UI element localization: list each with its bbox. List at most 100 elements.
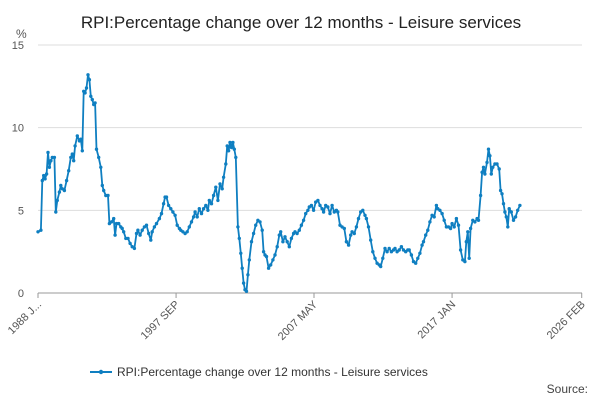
data-point[interactable] [87,78,92,82]
data-point[interactable] [316,198,320,203]
data-point[interactable] [464,240,468,244]
data-point[interactable] [440,211,444,216]
data-point[interactable] [466,230,470,234]
data-point[interactable] [277,233,281,237]
data-point[interactable] [100,183,105,188]
data-point[interactable] [279,230,283,234]
data-point[interactable] [407,248,411,252]
data-point[interactable] [363,213,367,217]
data-point[interactable] [113,233,117,237]
data-point[interactable] [140,228,144,232]
data-point[interactable] [295,231,299,236]
data-point[interactable] [126,236,130,241]
data-point[interactable] [201,207,206,211]
data-point[interactable] [373,256,377,260]
data-point[interactable] [518,203,522,208]
data-point[interactable] [254,223,258,227]
data-point[interactable] [511,218,516,222]
data-point[interactable] [458,248,463,252]
data-point[interactable] [218,182,222,186]
data-point[interactable] [311,208,316,212]
data-point[interactable] [93,101,97,105]
data-point[interactable] [224,162,228,166]
data-point[interactable] [501,202,506,206]
data-point[interactable] [150,230,154,234]
data-point[interactable] [387,246,391,251]
data-point[interactable] [393,246,397,251]
data-point[interactable] [260,228,264,232]
data-point[interactable] [228,140,232,145]
data-point[interactable] [416,256,420,260]
data-point[interactable] [112,216,116,221]
data-point[interactable] [246,273,250,277]
data-point[interactable] [49,159,53,163]
data-point[interactable] [83,91,87,95]
data-point[interactable] [456,223,461,227]
data-point[interactable] [72,159,76,163]
data-point[interactable] [189,220,194,224]
data-point[interactable] [154,221,159,226]
data-point[interactable] [80,149,85,153]
data-point[interactable] [283,235,287,239]
data-point[interactable] [432,215,436,219]
data-point[interactable] [244,289,249,293]
data-point[interactable] [281,240,285,244]
data-point[interactable] [287,245,291,249]
data-point[interactable] [301,218,306,222]
data-point[interactable] [225,144,229,148]
data-point[interactable] [86,73,90,77]
data-point[interactable] [144,223,149,227]
data-point[interactable] [442,218,446,222]
data-point[interactable] [473,220,477,224]
data-point[interactable] [46,150,50,155]
data-point[interactable] [438,208,442,212]
data-point[interactable] [84,86,89,90]
data-point[interactable] [264,254,269,259]
data-point[interactable] [428,220,432,224]
data-point[interactable] [306,208,310,212]
data-point[interactable] [132,246,137,251]
data-point[interactable] [234,155,238,160]
data-point[interactable] [138,233,142,237]
data-point[interactable] [214,185,218,189]
data-point[interactable] [420,243,424,247]
data-point[interactable] [166,203,171,208]
data-point[interactable] [97,155,101,160]
data-point[interactable] [467,256,471,260]
data-point[interactable] [285,240,289,244]
data-point[interactable] [266,266,271,270]
data-point[interactable] [226,149,231,153]
data-point[interactable] [149,238,153,242]
data-point[interactable] [352,231,356,236]
data-point[interactable] [399,245,404,249]
data-point[interactable] [204,203,208,208]
data-point[interactable] [73,144,77,148]
data-point[interactable] [164,195,169,199]
data-point[interactable] [175,223,179,227]
data-point[interactable] [240,266,244,270]
data-point[interactable] [173,213,177,217]
data-point[interactable] [385,250,389,254]
data-point[interactable] [383,246,387,251]
data-point[interactable] [342,226,346,231]
data-point[interactable] [483,172,487,176]
data-point[interactable] [486,147,491,151]
data-point[interactable] [344,240,349,244]
data-point[interactable] [47,165,52,169]
data-point[interactable] [498,188,503,193]
data-point[interactable] [354,225,359,229]
data-point[interactable] [271,258,275,262]
data-point[interactable] [195,215,199,219]
data-point[interactable] [237,236,241,241]
data-point[interactable] [478,193,483,198]
data-point[interactable] [426,228,430,232]
data-point[interactable] [199,211,204,216]
data-point[interactable] [59,183,63,188]
data-point[interactable] [36,230,40,234]
data-point[interactable] [229,145,234,150]
data-point[interactable] [89,94,93,99]
data-point[interactable] [452,225,456,229]
data-point[interactable] [366,225,371,229]
data-point[interactable] [40,178,44,183]
data-point[interactable] [356,216,361,221]
